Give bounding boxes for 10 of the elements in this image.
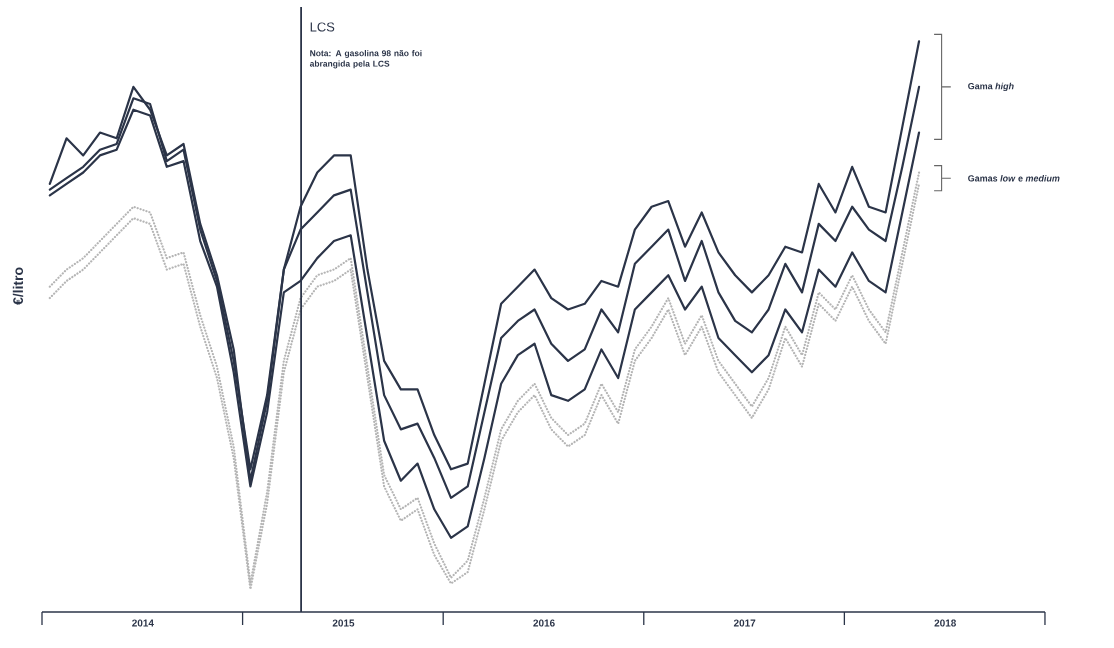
- x-tick-label: 2017: [733, 619, 756, 627]
- ref-line-label: LCS: [310, 22, 335, 32]
- x-tick-label: 2014: [132, 619, 154, 627]
- annotation: Gamas low e medium: [968, 174, 1060, 182]
- annotation: Nota: A gasolina 98 não foi abrangida pela LCS: [309, 49, 422, 69]
- x-tick-label: 2016: [533, 619, 555, 627]
- y-axis-title: €/litro: [12, 267, 24, 305]
- annotation: Gama high: [968, 82, 1014, 92]
- x-tick-label: 2018: [934, 619, 956, 627]
- x-tick-label: 2015: [332, 619, 355, 627]
